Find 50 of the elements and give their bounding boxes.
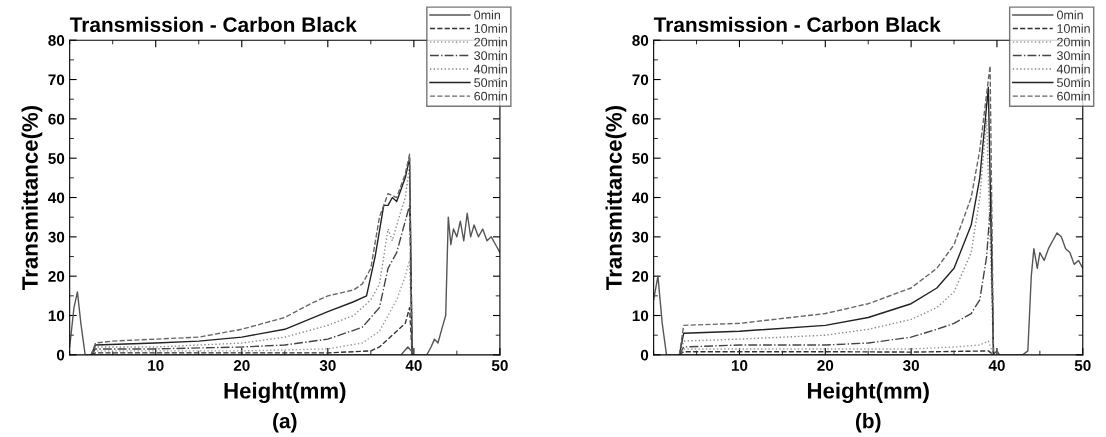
y-tick-label: 20 (632, 271, 649, 282)
y-tick-label: 20 (48, 271, 65, 282)
x-tick-label: 20 (233, 360, 250, 371)
legend-label: 10min (1057, 23, 1090, 33)
x-tick-label: 40 (405, 360, 422, 371)
y-axis-title: Transmittance(%) (21, 106, 43, 290)
y-tick-label: 10 (48, 310, 65, 322)
y-tick-label: 40 (632, 192, 649, 204)
x-tick-label: 40 (988, 360, 1005, 371)
legend-label: 20min (1057, 37, 1090, 47)
legend-label: 0min (1057, 10, 1083, 20)
legend-label: 50min (1057, 77, 1090, 88)
legend-label: 10min (474, 23, 507, 33)
x-axis-title: Height(mm) (224, 382, 346, 404)
chart-title: Transmission - Carbon Black (653, 16, 941, 33)
legend-label: 40min (1056, 64, 1090, 74)
chart-title: Transmission - Carbon Black (69, 16, 357, 33)
x-tick-label: 30 (902, 360, 919, 371)
y-tick-label: 60 (48, 113, 65, 125)
legend-label: 60min (1057, 91, 1090, 101)
y-tick-label: 80 (48, 35, 65, 46)
y-tick-label: 80 (632, 35, 649, 46)
legend-label: 30min (474, 50, 507, 61)
y-tick-label: 70 (632, 74, 649, 86)
text: (b) (855, 413, 881, 433)
y-tick-label: 50 (632, 153, 649, 164)
legend-label: 20min (474, 37, 507, 47)
x-tick-label: 50 (1074, 360, 1091, 371)
y-tick-label: 50 (48, 153, 65, 164)
y-tick-label: 70 (48, 74, 65, 86)
legend-label: 50min (474, 77, 507, 88)
y-tick-label: 40 (48, 192, 65, 204)
y-tick-label: 0 (56, 349, 65, 361)
text: (a) (273, 413, 297, 433)
y-axis-title: Transmittance(%) (605, 106, 627, 290)
y-tick-label: 30 (48, 231, 65, 243)
x-tick-label: 30 (319, 360, 336, 371)
legend-label: 40min (473, 64, 507, 74)
y-tick-label: 30 (632, 231, 649, 243)
x-axis-title: Height(mm) (807, 382, 929, 404)
y-tick-label: 60 (632, 113, 649, 125)
y-tick-label: 0 (640, 349, 649, 361)
legend-label: 0min (474, 10, 500, 20)
legend-label: 60min (474, 91, 507, 101)
x-tick-label: 10 (731, 360, 748, 371)
legend-label: 30min (1057, 50, 1090, 61)
y-tick-label: 10 (632, 310, 649, 322)
x-tick-label: 50 (491, 360, 508, 371)
x-tick-label: 10 (148, 360, 164, 371)
x-tick-label: 20 (817, 360, 834, 371)
